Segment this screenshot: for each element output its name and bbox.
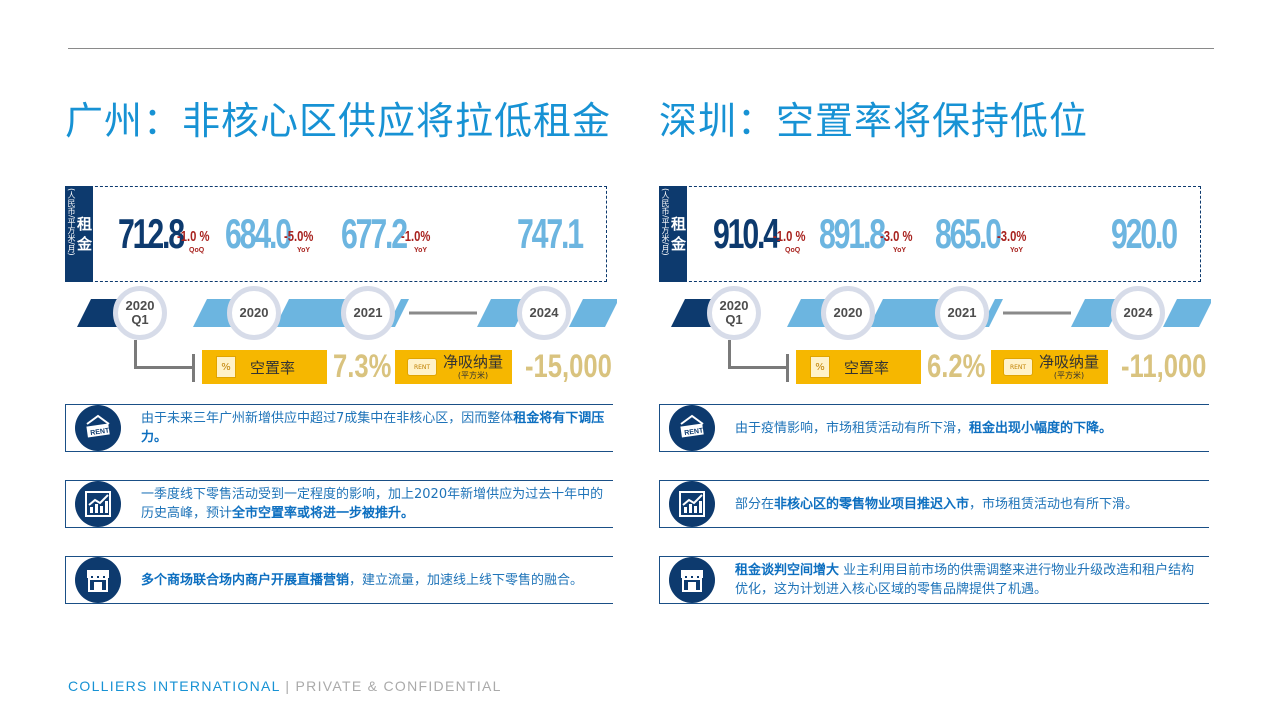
rent-value-2020q1: 712.8 [118,210,185,257]
change-sub: YoY [414,247,428,254]
insight-card: 租金谈判空间增大 业主利用目前市场的供需调整来进行物业升级改造和租户结构优化，这… [659,556,1209,604]
change-sub: YoY [1010,247,1024,254]
change-pct: -5.0% [284,228,314,245]
year-2020: 2020 [821,286,875,340]
change-sub: QoQ [785,247,801,254]
change-pct: -1.0 % [177,228,210,245]
vacancy-block: % 空置率 [202,350,327,384]
card-text: 由于疫情影响，市场租赁活动有所下滑，租金出现小幅度的下降。 [735,420,1113,436]
absorption-block: RENT 净吸纳量 (平方米) [395,350,512,384]
change-pct: -3.0% [997,228,1027,245]
rent-value-2020: 891.8 [819,210,886,257]
rent-label: 租金 [671,215,687,253]
absorption-unit: (平方米) [457,370,489,380]
card-text: 由于未来三年广州新增供应中超过7成集中在非核心区，因而整体租金将有下调压力。 [141,411,605,445]
vacancy-label: 空置率 [844,358,890,377]
chart-growth-icon [75,481,121,527]
connector-line [728,340,731,368]
year-2020: 2020 [227,286,281,340]
change-sub: QoQ [189,247,205,254]
vacancy-label: 空置率 [250,358,296,377]
absorption-value: -11,000 [1121,348,1207,384]
rent-label: 租金 [77,215,93,253]
card-text: 一季度线下零售活动受到一定程度的影响，加上2020年新增供应为过去十年中的历史高… [141,487,604,521]
card-text: 多个商场联合场内商户开展直播营销，建立流量，加速线上线下零售的融合。 [141,572,584,588]
card-text: 租金谈判空间增大 业主利用目前市场的供需调整来进行物业升级改造和租户结构优化，这… [735,563,1195,597]
svg-text:RENT: RENT [684,427,705,437]
rent-truck-icon: RENT [407,358,437,376]
absorption-unit: (平方米) [1053,370,1085,380]
rent-truck-icon: RENT [1003,358,1033,376]
year-2020q1: 2020 Q1 [113,286,167,340]
rent-value-2020: 684.0 [225,210,292,257]
year-2020q1: 2020 Q1 [707,286,761,340]
footer-separator: | [285,678,291,694]
insight-card: 由于未来三年广州新增供应中超过7成集中在非核心区，因而整体租金将有下调压力。 [65,404,613,452]
svg-text:RENT: RENT [90,427,111,437]
year-2024: 2024 [1111,286,1165,340]
connector-end [786,354,789,382]
footer-note: PRIVATE & CONFIDENTIAL [295,678,502,694]
footer-company: COLLIERS INTERNATIONAL [68,678,281,694]
rent-sign-icon: RENT [669,405,715,451]
rent-value-2024: 920.0 [1111,210,1178,257]
absorption-label: 净吸纳量 [1039,352,1100,371]
vacancy-block: % 空置率 [796,350,921,384]
insight-card: 多个商场联合场内商户开展直播营销，建立流量，加速线上线下零售的融合。 [65,556,613,604]
rent-value-2020q1: 910.4 [713,210,780,257]
vacancy-value: 6.2% [927,348,986,384]
guangzhou-panel: 广州：非核心区供应将拉低租金 (人民币/平方米/月) 租金 712.8 -1.0… [65,0,625,640]
shenzhen-title: 深圳：空置率将保持低位 [659,99,1089,143]
rent-label-block: (人民币/平方米/月) 租金 [65,186,93,282]
change-sub: YoY [893,247,907,254]
rent-value-2024: 747.1 [517,210,584,257]
change-pct: -1.0 % [773,228,806,245]
absorption-block: RENT 净吸纳量 (平方米) [991,350,1108,384]
shenzhen-panel: 深圳：空置率将保持低位 (人民币/平方米/月) 租金 910.4 -1.0 % … [659,0,1219,640]
connector-line [134,366,194,369]
rent-value-2021: 677.2 [341,210,408,257]
card-text: 部分在非核心区的零售物业项目推迟入市，市场租赁活动也有所下滑。 [735,496,1139,512]
rent-label-block: (人民币/平方米/月) 租金 [659,186,687,282]
guangzhou-title: 广州：非核心区供应将拉低租金 [65,99,612,143]
chart-growth-icon [669,481,715,527]
connector-line [134,340,137,368]
storefront-icon [669,557,715,603]
rent-unit: (人民币/平方米/月) [67,188,76,256]
vacancy-value: 7.3% [333,348,392,384]
rent-unit: (人民币/平方米/月) [661,188,670,256]
insight-card: 一季度线下零售活动受到一定程度的影响，加上2020年新增供应为过去十年中的历史高… [65,480,613,528]
connector-end [192,354,195,382]
rent-sign-icon: RENT [75,405,121,451]
footer: COLLIERS INTERNATIONAL | PRIVATE & CONFI… [68,678,502,694]
year-2021: 2021 [341,286,395,340]
change-pct: -3.0 % [880,228,913,245]
storefront-icon [75,557,121,603]
year-2024: 2024 [517,286,571,340]
rent-value-2021: 865.0 [935,210,1002,257]
change-sub: YoY [297,247,311,254]
change-pct: -1.0% [401,228,431,245]
percent-icon: % [810,356,830,378]
percent-icon: % [216,356,236,378]
insight-card: 部分在非核心区的零售物业项目推迟入市，市场租赁活动也有所下滑。 [659,480,1209,528]
absorption-label: 净吸纳量 [443,352,504,371]
year-2021: 2021 [935,286,989,340]
insight-card: 由于疫情影响，市场租赁活动有所下滑，租金出现小幅度的下降。 [659,404,1209,452]
top-divider [68,48,1214,49]
absorption-value: -15,000 [525,348,612,384]
connector-line [728,366,788,369]
